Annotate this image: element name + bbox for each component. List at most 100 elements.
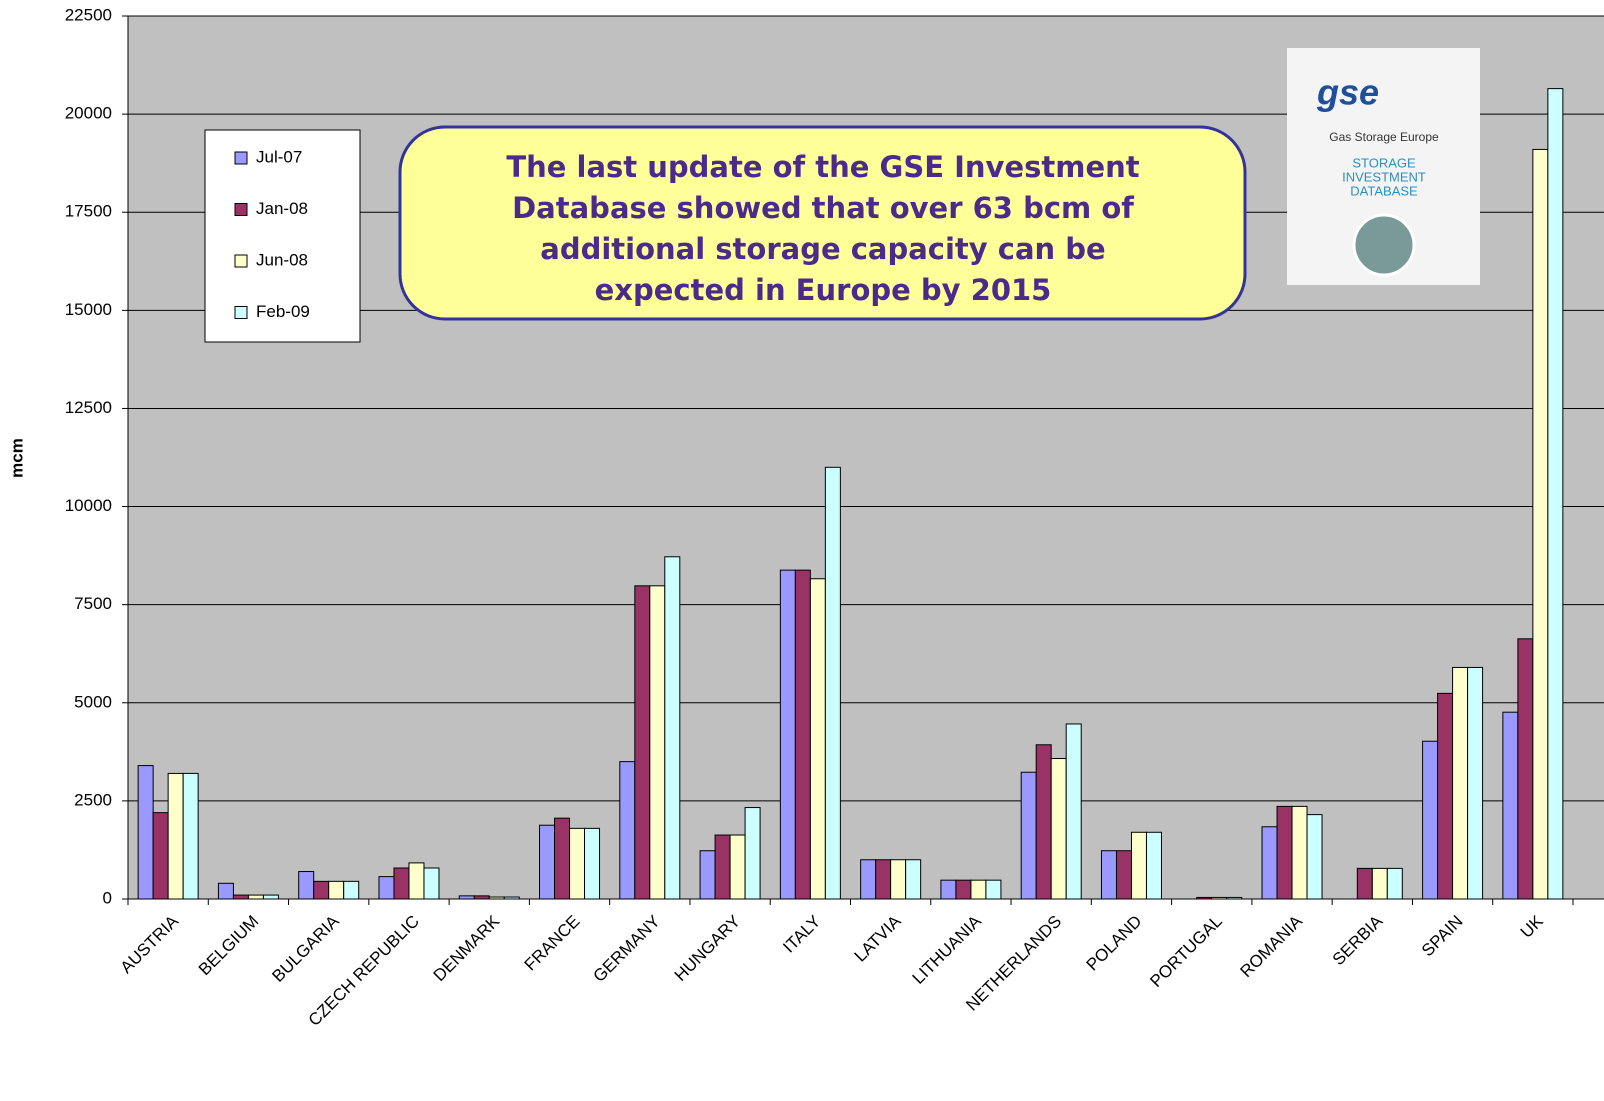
legend-label: Jun-08 xyxy=(256,250,308,269)
bar xyxy=(569,827,586,900)
logo-line: STORAGE xyxy=(1352,155,1416,170)
bar xyxy=(1226,896,1243,900)
bar xyxy=(1130,831,1147,900)
legend-label: Feb-09 xyxy=(256,302,310,321)
x-tick-label: POLAND xyxy=(1083,912,1146,975)
bar xyxy=(1196,896,1213,900)
callout-text: Database showed that over 63 bcm of xyxy=(512,191,1134,225)
callout-text: expected in Europe by 2015 xyxy=(595,273,1052,307)
bar xyxy=(1100,850,1117,900)
bar xyxy=(1145,831,1162,900)
bar xyxy=(809,578,826,900)
y-tick-label: 20000 xyxy=(65,104,112,123)
bar xyxy=(699,850,716,900)
legend-label: Jul-07 xyxy=(256,147,302,166)
y-tick-label: 15000 xyxy=(65,300,112,319)
bar xyxy=(1261,826,1278,900)
bar xyxy=(328,880,345,900)
bar xyxy=(488,896,505,900)
bar xyxy=(940,879,957,900)
bar xyxy=(343,880,360,900)
bar xyxy=(423,867,440,900)
x-tick-label: FRANCE xyxy=(521,912,584,975)
legend-swatch xyxy=(234,306,248,319)
logo-image xyxy=(1352,213,1416,277)
bar xyxy=(298,871,315,900)
x-tick-label: LITHUANIA xyxy=(909,911,986,988)
legend-swatch xyxy=(234,203,248,216)
bar xyxy=(247,894,264,900)
bar xyxy=(1306,814,1323,900)
bar xyxy=(1020,771,1037,900)
bar xyxy=(458,895,475,900)
bar xyxy=(890,859,907,900)
bar xyxy=(554,817,571,900)
bar xyxy=(1276,805,1293,900)
x-tick-label: BELGIUM xyxy=(195,912,263,980)
x-tick-label: GERMANY xyxy=(590,912,664,986)
x-tick-label: ITALY xyxy=(779,912,824,957)
bar xyxy=(860,859,877,900)
bar xyxy=(970,879,987,900)
bar xyxy=(217,882,234,900)
bar xyxy=(584,827,601,900)
bar xyxy=(1437,692,1454,900)
bar xyxy=(1035,744,1052,900)
x-tick-label: SERBIA xyxy=(1329,911,1387,969)
x-tick-label: AUSTRIA xyxy=(117,911,183,977)
logo-subtitle: Gas Storage Europe xyxy=(1329,130,1439,144)
bar xyxy=(729,834,746,900)
x-tick-label: LATVIA xyxy=(851,911,905,965)
bar xyxy=(1050,758,1067,900)
legend-box xyxy=(204,129,361,343)
bar xyxy=(1115,850,1132,900)
bar xyxy=(1452,666,1469,900)
callout-box xyxy=(398,125,1247,321)
legend-swatch xyxy=(234,151,248,165)
bar xyxy=(664,556,681,900)
bar xyxy=(714,834,731,900)
legend-swatch xyxy=(234,254,248,268)
y-tick-label: 2500 xyxy=(74,790,112,809)
bar xyxy=(182,772,199,900)
x-tick-label: HUNGARY xyxy=(671,912,744,985)
y-tick-label: 12500 xyxy=(65,398,112,417)
bar xyxy=(824,466,841,900)
logo-line: DATABASE xyxy=(1350,183,1418,198)
bar xyxy=(1211,896,1228,900)
bar xyxy=(634,585,651,900)
bar xyxy=(408,862,425,900)
bar xyxy=(1065,723,1082,900)
bar xyxy=(167,772,184,900)
bar xyxy=(1502,711,1519,900)
bar xyxy=(473,895,490,900)
bar xyxy=(1517,638,1534,900)
bar xyxy=(1547,88,1564,900)
y-tick-label: 22500 xyxy=(65,5,112,24)
bar xyxy=(905,859,922,900)
x-tick-label: ROMANIA xyxy=(1236,911,1306,981)
y-tick-label: 5000 xyxy=(74,692,112,711)
x-tick-label: BULGARIA xyxy=(268,911,343,986)
bar xyxy=(1467,666,1484,900)
bar xyxy=(619,761,636,900)
legend-label: Jan-08 xyxy=(256,199,308,218)
y-tick-label: 10000 xyxy=(65,496,112,515)
y-tick-label: 7500 xyxy=(74,594,112,613)
bar xyxy=(1291,805,1308,900)
bar xyxy=(744,807,761,900)
bar xyxy=(1386,867,1403,900)
bar xyxy=(1371,867,1388,900)
bar xyxy=(503,896,520,900)
y-tick-label: 17500 xyxy=(65,202,112,221)
bar xyxy=(393,867,410,900)
bar xyxy=(152,812,169,900)
y-tick-label: 0 xyxy=(103,888,112,907)
callout-text: additional storage capacity can be xyxy=(540,232,1105,266)
bar xyxy=(313,880,330,900)
bar xyxy=(985,879,1002,900)
x-tick-label: UK xyxy=(1517,911,1548,942)
bar xyxy=(875,859,892,900)
logo-brand: gse xyxy=(1316,72,1379,113)
